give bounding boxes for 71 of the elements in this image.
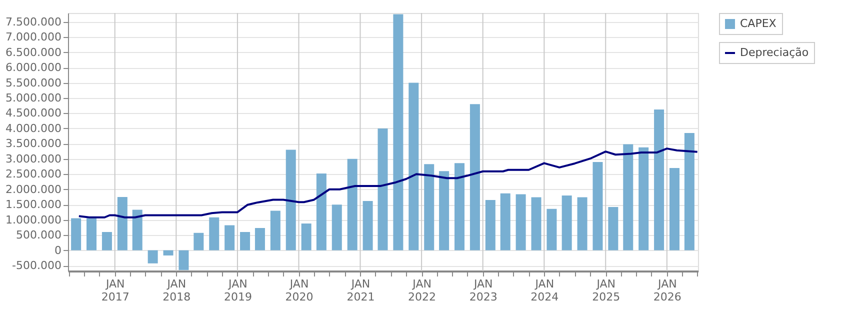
bar <box>485 200 496 250</box>
bar <box>178 250 189 270</box>
bar <box>577 197 588 250</box>
x-tick-label: JAN 2024 <box>530 278 559 304</box>
bar <box>393 14 404 250</box>
bar <box>209 217 220 250</box>
bar <box>638 147 649 250</box>
bar <box>546 208 557 250</box>
y-tick-label: 3.500.000 <box>6 137 62 150</box>
bar <box>286 150 296 250</box>
bar <box>500 193 510 250</box>
y-tick-label: 6.500.000 <box>6 46 62 59</box>
bar <box>194 232 204 250</box>
bar <box>454 163 465 250</box>
x-tick-label: JAN 2022 <box>408 278 436 304</box>
y-tick-label: -500.000 <box>12 259 62 272</box>
x-tick-label: JAN 2017 <box>101 278 130 304</box>
x-tick-label: JAN 2020 <box>285 278 314 304</box>
bar <box>623 144 634 250</box>
y-tick-label: 6.000.000 <box>6 61 62 74</box>
bar <box>378 128 388 250</box>
legend-label: Depreciação <box>740 46 809 59</box>
y-tick-label: 4.500.000 <box>6 106 62 120</box>
bar <box>439 171 450 250</box>
bar <box>608 207 618 250</box>
bar <box>347 158 358 250</box>
bar <box>86 218 97 250</box>
y-tick-label: 2.000.000 <box>6 182 62 196</box>
x-tick-label: JAN 2025 <box>592 278 620 304</box>
bar <box>562 195 572 250</box>
x-tick-label: JAN 2023 <box>469 278 498 304</box>
bar <box>332 204 342 250</box>
y-tick-label: 1.000.000 <box>6 213 62 226</box>
bar <box>224 225 235 250</box>
bar <box>592 162 603 250</box>
x-tick-label: JAN 2026 <box>653 278 682 304</box>
x-tick-label: JAN 2018 <box>162 278 191 304</box>
bar <box>654 110 664 250</box>
x-tick-label: JAN 2019 <box>224 278 252 304</box>
line-series <box>78 148 698 218</box>
bar <box>470 104 480 250</box>
y-tick-label: 7.500.000 <box>6 15 62 28</box>
y-tick-label: 3.000.000 <box>6 152 62 166</box>
y-tick-label: 0 <box>54 244 62 257</box>
bar <box>531 197 542 250</box>
x-tick-label: JAN 2021 <box>346 278 375 304</box>
bar <box>71 218 82 250</box>
legend-label: CAPEX <box>740 17 777 30</box>
bar <box>362 200 373 250</box>
bar <box>424 164 434 250</box>
bar <box>684 133 694 250</box>
bar <box>301 223 312 250</box>
bar <box>117 196 128 250</box>
bar <box>148 250 158 264</box>
bar <box>669 168 680 250</box>
bar <box>102 232 112 250</box>
y-tick-label: 5.000.000 <box>6 91 62 104</box>
y-tick-label: 2.500.000 <box>6 168 62 181</box>
y-tick-label: 1.500.000 <box>6 198 62 212</box>
bar <box>316 174 326 250</box>
y-tick-label: 4.000.000 <box>6 122 62 135</box>
bar <box>408 82 419 250</box>
bar <box>270 210 280 250</box>
bar <box>132 210 142 250</box>
bar <box>254 228 265 250</box>
y-tick-label: 500.000 <box>16 228 62 242</box>
bar <box>240 232 250 250</box>
bar <box>516 194 526 250</box>
y-tick-label: 5.500.000 <box>6 76 62 90</box>
y-tick-label: 7.000.000 <box>6 30 62 44</box>
bar <box>163 250 174 256</box>
